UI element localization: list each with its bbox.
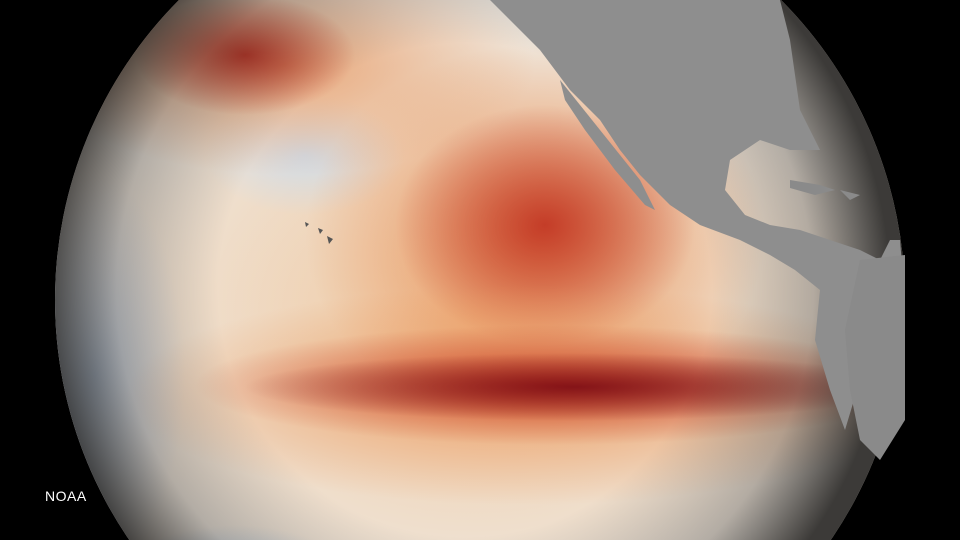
south-america-land <box>845 255 905 460</box>
hawaii-islands <box>305 222 333 244</box>
caribbean-islands <box>790 180 860 200</box>
north-america-land <box>490 0 905 430</box>
baja-peninsula <box>560 80 655 210</box>
noaa-credit-watermark: NOAA <box>45 488 87 504</box>
